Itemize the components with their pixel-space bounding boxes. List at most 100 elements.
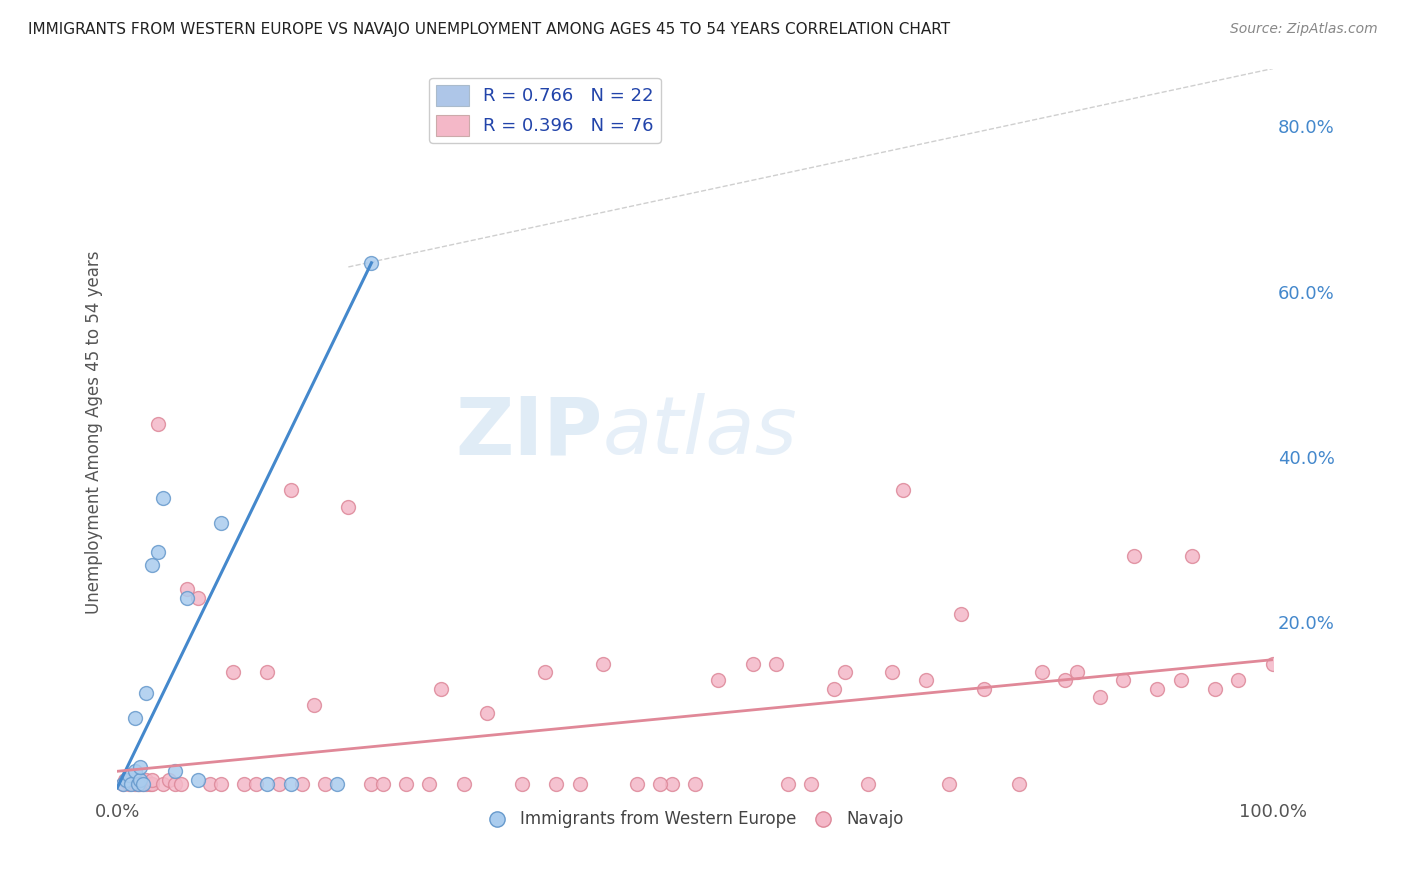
Point	[114, 772, 136, 787]
Point	[124, 777, 146, 791]
Point	[135, 686, 157, 700]
Point	[823, 681, 845, 696]
Point	[800, 777, 823, 791]
Point	[1053, 673, 1076, 688]
Point	[661, 777, 683, 791]
Point	[111, 777, 134, 791]
Point	[176, 591, 198, 605]
Point	[146, 545, 169, 559]
Text: IMMIGRANTS FROM WESTERN EUROPE VS NAVAJO UNEMPLOYMENT AMONG AGES 45 TO 54 YEARS : IMMIGRANTS FROM WESTERN EUROPE VS NAVAJO…	[28, 22, 950, 37]
Point	[176, 582, 198, 597]
Point	[245, 777, 267, 791]
Point	[1031, 665, 1053, 679]
Point	[280, 777, 302, 791]
Point	[683, 777, 706, 791]
Point	[650, 777, 672, 791]
Point	[891, 483, 914, 498]
Point	[430, 681, 453, 696]
Point	[973, 681, 995, 696]
Point	[1204, 681, 1226, 696]
Point	[152, 491, 174, 506]
Point	[118, 777, 141, 791]
Point	[118, 768, 141, 782]
Point	[163, 764, 186, 779]
Point	[280, 483, 302, 498]
Point	[371, 777, 394, 791]
Point	[198, 777, 221, 791]
Point	[1112, 673, 1135, 688]
Point	[124, 772, 146, 787]
Point	[915, 673, 938, 688]
Point	[475, 706, 498, 721]
Point	[131, 777, 153, 791]
Point	[1123, 549, 1146, 564]
Point	[765, 657, 787, 671]
Point	[568, 777, 591, 791]
Point	[592, 657, 614, 671]
Point	[776, 777, 799, 791]
Point	[314, 777, 336, 791]
Point	[127, 777, 149, 791]
Point	[131, 777, 153, 791]
Point	[510, 777, 533, 791]
Point	[256, 777, 278, 791]
Point	[534, 665, 557, 679]
Point	[187, 772, 209, 787]
Legend: Immigrants from Western Europe, Navajo: Immigrants from Western Europe, Navajo	[479, 804, 910, 835]
Point	[124, 710, 146, 724]
Point	[267, 777, 290, 791]
Point	[233, 777, 256, 791]
Point	[418, 777, 440, 791]
Point	[120, 772, 142, 787]
Point	[1008, 777, 1031, 791]
Point	[146, 417, 169, 431]
Point	[170, 777, 193, 791]
Point	[337, 500, 360, 514]
Point	[1066, 665, 1088, 679]
Point	[127, 777, 149, 791]
Point	[834, 665, 856, 679]
Point	[138, 777, 160, 791]
Point	[135, 772, 157, 787]
Point	[395, 777, 418, 791]
Point	[124, 764, 146, 779]
Point	[129, 777, 152, 791]
Point	[187, 591, 209, 605]
Point	[157, 772, 180, 787]
Point	[256, 665, 278, 679]
Point	[135, 777, 157, 791]
Point	[453, 777, 475, 791]
Point	[141, 772, 163, 787]
Point	[1227, 673, 1250, 688]
Point	[741, 657, 763, 671]
Point	[141, 558, 163, 572]
Point	[326, 777, 349, 791]
Point	[546, 777, 568, 791]
Point	[302, 698, 325, 713]
Point	[360, 256, 382, 270]
Point	[111, 777, 134, 791]
Point	[141, 777, 163, 791]
Point	[938, 777, 960, 791]
Point	[209, 516, 232, 531]
Point	[360, 777, 382, 791]
Point	[1170, 673, 1192, 688]
Point	[626, 777, 648, 791]
Point	[949, 607, 972, 622]
Point	[115, 772, 138, 787]
Text: ZIP: ZIP	[456, 393, 603, 471]
Point	[1261, 657, 1284, 671]
Point	[1088, 690, 1111, 704]
Y-axis label: Unemployment Among Ages 45 to 54 years: Unemployment Among Ages 45 to 54 years	[86, 251, 103, 614]
Text: atlas: atlas	[603, 393, 797, 471]
Point	[129, 760, 152, 774]
Point	[291, 777, 314, 791]
Point	[209, 777, 232, 791]
Point	[858, 777, 880, 791]
Point	[1146, 681, 1168, 696]
Point	[880, 665, 903, 679]
Point	[129, 772, 152, 787]
Point	[120, 777, 142, 791]
Point	[152, 777, 174, 791]
Text: Source: ZipAtlas.com: Source: ZipAtlas.com	[1230, 22, 1378, 37]
